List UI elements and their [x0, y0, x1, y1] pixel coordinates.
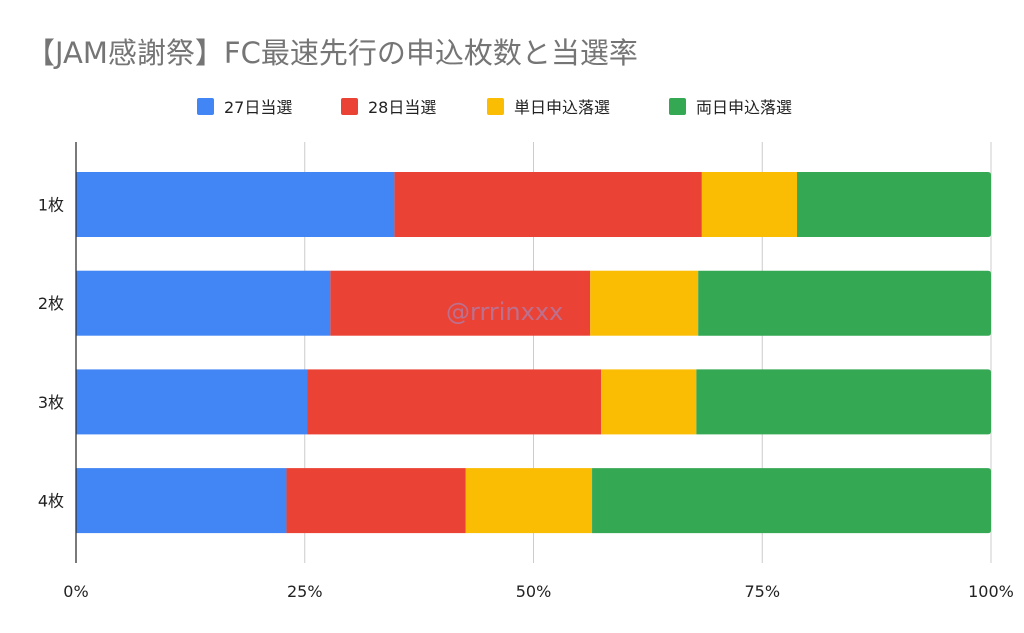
legend-item: 両日申込落選 [669, 92, 792, 120]
category-label: 4枚 [38, 492, 64, 511]
bar-segment [330, 270, 591, 336]
legend-swatch [669, 97, 686, 115]
bar-segment [76, 172, 395, 237]
bar-segment [465, 468, 593, 534]
x-tick-label: 25% [287, 582, 323, 601]
legend: 27日当選 28日当選 単日申込落選 両日申込落選 [0, 92, 1024, 120]
legend-item: 27日当選 [197, 92, 292, 120]
x-tick-label: 100% [968, 582, 1014, 601]
legend-swatch [197, 97, 214, 115]
bar-segment [76, 270, 331, 336]
category-label: 2枚 [38, 294, 64, 313]
chart-title: 【JAM感謝祭】FC最速先行の申込枚数と当選率 [26, 36, 638, 70]
bar-segment [797, 172, 991, 237]
legend-label: 28日当選 [368, 98, 437, 117]
x-tick-label: 75% [744, 582, 780, 601]
legend-item: 単日申込落選 [487, 92, 610, 120]
category-label: 1枚 [38, 196, 64, 215]
bar-segment [590, 270, 699, 336]
x-tick-label: 0% [63, 582, 88, 601]
bar-segment [76, 369, 308, 435]
legend-label: 単日申込落選 [514, 98, 611, 117]
bar-segment [601, 369, 697, 435]
legend-swatch [487, 97, 504, 115]
bar-segment [394, 172, 702, 237]
legend-label: 27日当選 [224, 98, 293, 117]
bar-segment [76, 468, 287, 534]
category-label: 3枚 [38, 393, 64, 412]
bar-segment [286, 468, 466, 534]
legend-swatch [341, 97, 358, 115]
bar-segment [698, 270, 991, 336]
bar-segment [592, 468, 991, 534]
legend-item: 28日当選 [341, 92, 436, 120]
legend-label: 両日申込落選 [696, 98, 793, 117]
watermark: @rrrinxxx [446, 298, 564, 326]
bar-segment [307, 369, 602, 435]
bar-segment [701, 172, 798, 237]
bar-segment [696, 369, 991, 435]
x-tick-label: 50% [516, 582, 552, 601]
